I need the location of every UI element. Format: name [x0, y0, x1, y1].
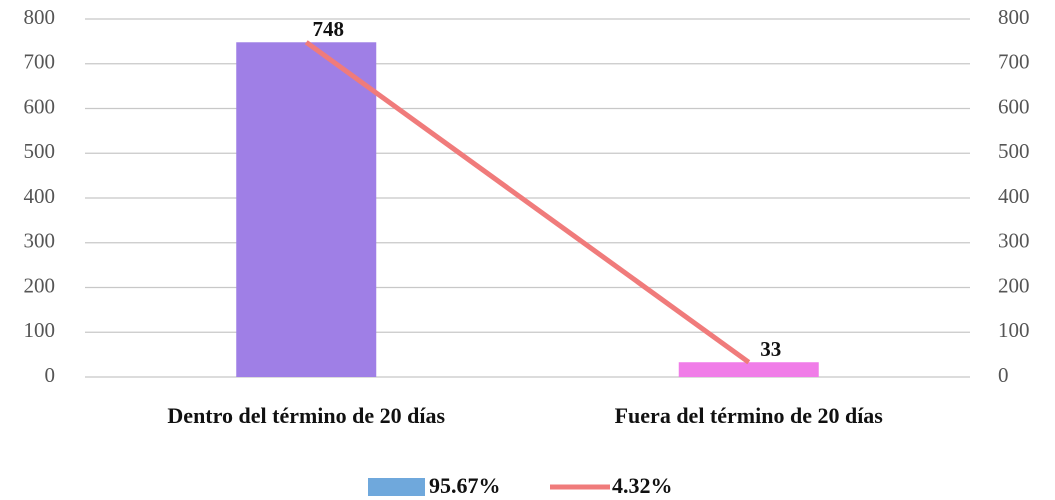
y-tick-label: 500: [24, 139, 56, 163]
legend-label: 4.32%: [612, 473, 673, 498]
line: [304, 40, 751, 365]
y-tick-label: 800: [24, 5, 56, 29]
y2-tick-label: 300: [998, 229, 1030, 253]
y2-tick-label: 700: [998, 50, 1030, 74]
x-tick-label: Dentro del término de 20 días: [167, 403, 445, 428]
y-tick-label: 100: [24, 318, 56, 342]
y2-tick-label: 200: [998, 273, 1030, 297]
data-label: 33: [760, 337, 781, 361]
y-tick-label: 200: [24, 273, 56, 297]
y2-tick-label: 0: [998, 363, 1009, 387]
data-label: 748: [313, 17, 345, 41]
x-tick-label: Fuera del término de 20 días: [615, 403, 884, 428]
bar: [678, 362, 819, 377]
y-tick-label: 400: [24, 184, 56, 208]
legend-swatch: [368, 478, 425, 496]
y-tick-label: 300: [24, 229, 56, 253]
y-tick-label: 600: [24, 94, 56, 118]
y2-tick-label: 100: [998, 318, 1030, 342]
y2-tick-label: 800: [998, 5, 1030, 29]
y-tick-label: 0: [45, 363, 56, 387]
y2-tick-label: 600: [998, 94, 1030, 118]
y2-tick-label: 400: [998, 184, 1030, 208]
y-tick-label: 700: [24, 50, 56, 74]
legend-label: 95.67%: [429, 473, 501, 498]
bar: [236, 42, 377, 378]
y2-tick-label: 500: [998, 139, 1030, 163]
